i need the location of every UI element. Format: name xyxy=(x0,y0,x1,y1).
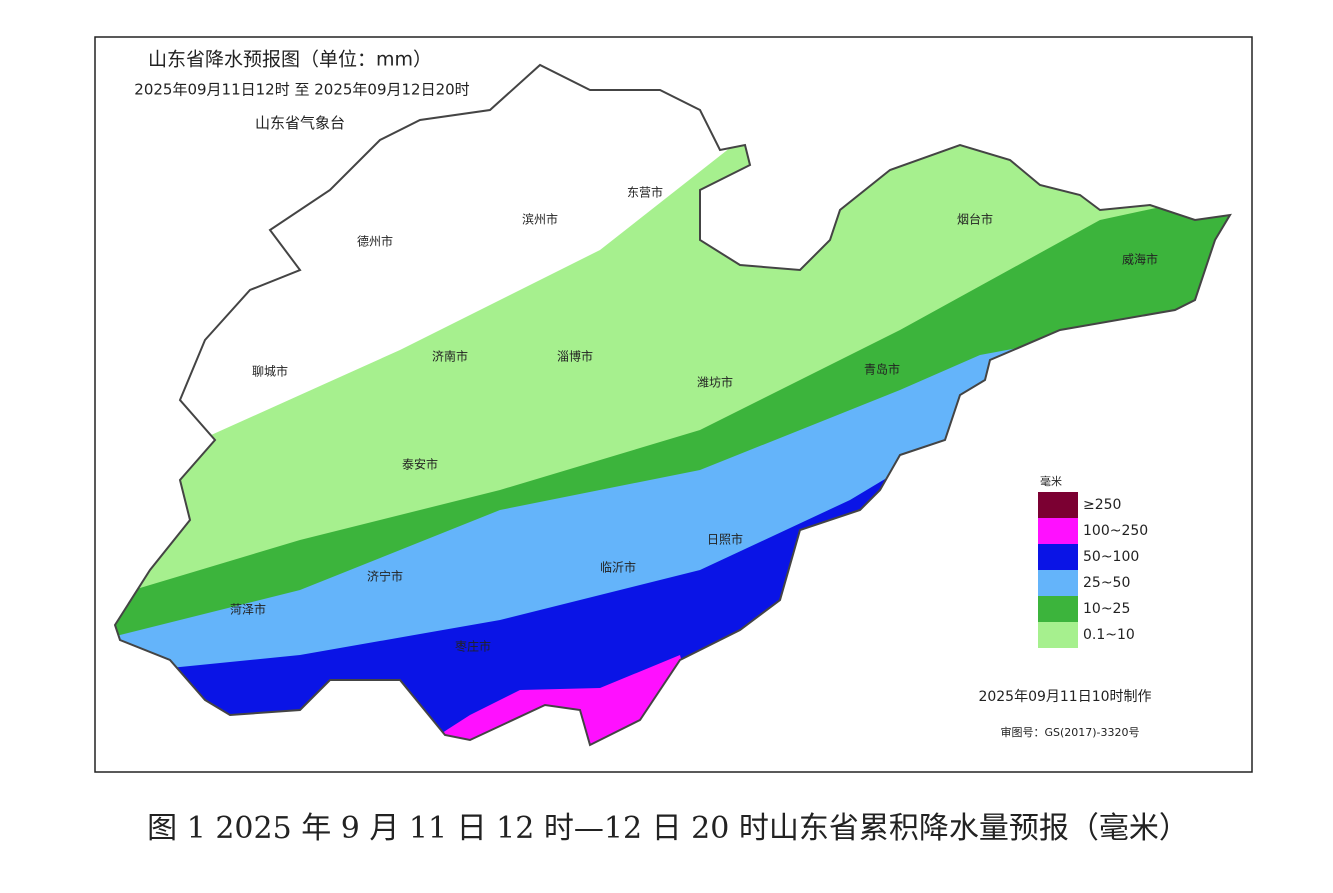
city-label: 青岛市 xyxy=(864,362,900,377)
legend-label: 25~50 xyxy=(1083,575,1130,591)
city-label: 济宁市 xyxy=(367,569,403,584)
map-period: 2025年09月11日12时 至 2025年09月12日20时 xyxy=(134,81,469,99)
city-label: 济南市 xyxy=(432,349,468,364)
approval-number: 审图号：GS(2017)-3320号 xyxy=(1000,725,1139,739)
legend-swatch xyxy=(1038,622,1078,648)
city-label: 临沂市 xyxy=(600,560,636,575)
city-label: 威海市 xyxy=(1122,252,1158,267)
legend-swatch xyxy=(1038,570,1078,596)
legend-swatch xyxy=(1038,544,1078,570)
legend-label: 0.1~10 xyxy=(1083,627,1135,643)
legend: 毫米 ≥250 100~250 50~100 25~50 10~25 0.1~10 xyxy=(1038,474,1148,648)
city-label: 东营市 xyxy=(627,185,663,200)
city-label: 滨州市 xyxy=(522,212,558,227)
legend-swatch xyxy=(1038,518,1078,544)
caption: 图 1 2025 年 9 月 11 日 12 时—12 日 20 时山东省累积降… xyxy=(147,811,1189,846)
legend-label: ≥250 xyxy=(1083,497,1121,513)
map-agency: 山东省气象台 xyxy=(255,114,345,132)
city-label: 日照市 xyxy=(707,532,743,547)
city-label: 泰安市 xyxy=(402,457,438,472)
map-title: 山东省降水预报图（单位：mm） xyxy=(148,49,432,71)
city-label: 潍坊市 xyxy=(697,375,733,390)
legend-title: 毫米 xyxy=(1040,474,1062,488)
city-label: 聊城市 xyxy=(252,364,288,379)
legend-label: 100~250 xyxy=(1083,523,1148,539)
legend-swatch xyxy=(1038,596,1078,622)
city-label: 德州市 xyxy=(357,234,393,249)
legend-swatch xyxy=(1038,492,1078,518)
city-label: 枣庄市 xyxy=(455,639,491,654)
city-label: 淄博市 xyxy=(557,349,593,364)
city-label: 烟台市 xyxy=(957,212,993,227)
legend-label: 50~100 xyxy=(1083,549,1139,565)
made-time: 2025年09月11日10时制作 xyxy=(978,689,1151,705)
legend-label: 10~25 xyxy=(1083,601,1130,617)
city-label: 菏泽市 xyxy=(230,602,266,617)
